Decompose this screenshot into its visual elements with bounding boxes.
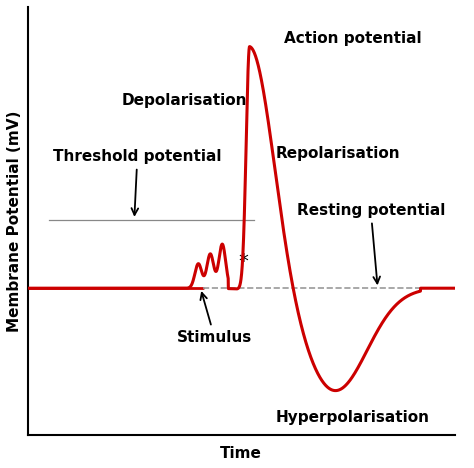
Text: Action potential: Action potential — [284, 31, 421, 46]
Text: Threshold potential: Threshold potential — [53, 149, 222, 215]
X-axis label: Time: Time — [220, 446, 262, 461]
Text: Hyperpolarisation: Hyperpolarisation — [275, 410, 429, 425]
Text: *: * — [238, 252, 248, 271]
Text: Depolarisation: Depolarisation — [121, 93, 247, 108]
Text: Repolarisation: Repolarisation — [275, 146, 400, 161]
Text: Resting potential: Resting potential — [297, 203, 445, 284]
Text: Stimulus: Stimulus — [177, 293, 252, 345]
Y-axis label: Membrane Potential (mV): Membrane Potential (mV) — [7, 110, 22, 332]
